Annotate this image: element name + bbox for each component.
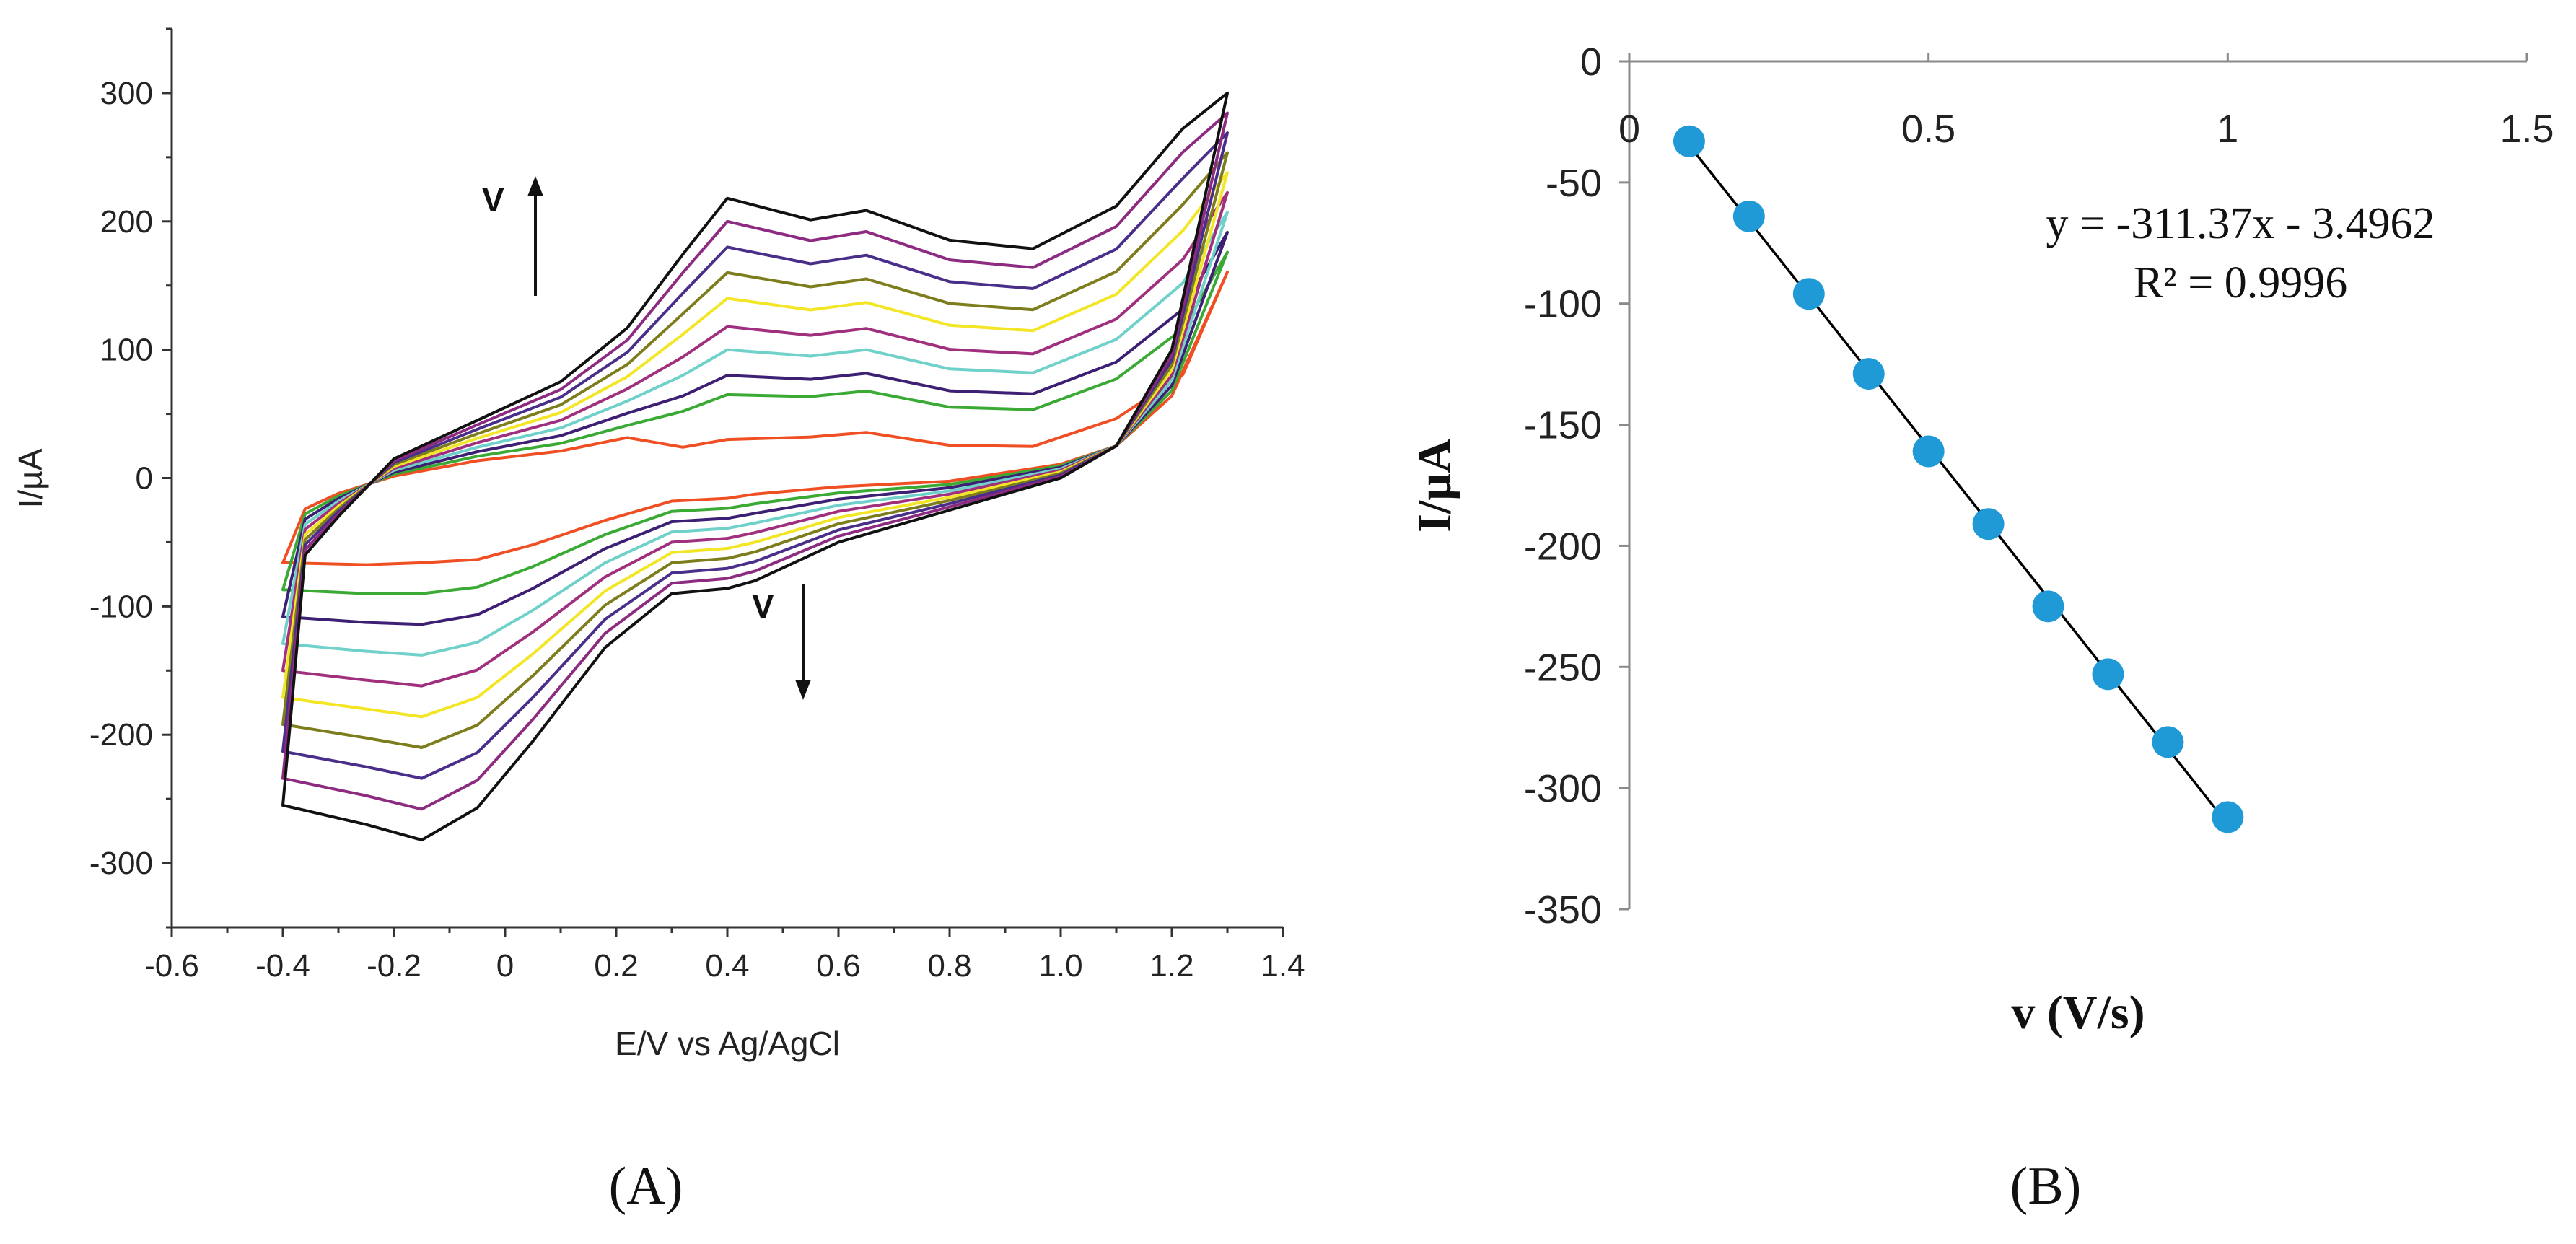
panel-a-x-axis-label: E/V vs Ag/AgCl — [615, 1025, 840, 1062]
panel-b-y-tick-label: 0 — [1580, 40, 1602, 84]
panel-a-x-ticks: -0.6 -0.4 -0.2 0 0.2 0.4 0.6 0.8 1.0 1.2 1.4 — [144, 927, 1305, 984]
data-point — [2212, 801, 2244, 833]
arrow-down-head — [795, 680, 811, 700]
panel-b-label: (B) — [2010, 1157, 2082, 1216]
cv-curve — [281, 190, 1229, 688]
cv-curves — [281, 91, 1229, 842]
cv-curve — [281, 250, 1229, 595]
regression-equation: y = -311.37x - 3.4962 — [2046, 199, 2435, 248]
panel-b-y-tick-label: -300 — [1524, 767, 1602, 810]
arrow-up-annotation: V — [482, 176, 543, 296]
panel-a-label: (A) — [609, 1157, 683, 1216]
cv-curve — [281, 211, 1229, 657]
cv-curve — [281, 171, 1229, 719]
data-point — [1912, 435, 1945, 468]
panel-a-y-ticks: -300 -200 -100 0 100 200 300 — [89, 27, 172, 929]
panel-a-x-tick-label: 1.4 — [1261, 948, 1305, 984]
data-point — [1792, 278, 1825, 310]
panel-b-y-tick-label: -350 — [1524, 888, 1602, 932]
arrow-up-head — [527, 176, 543, 196]
data-point — [1732, 200, 1765, 232]
panel-b-x-tick-label: 0.5 — [1901, 108, 1955, 151]
panel-b-current-vs-scan-rate: 0 -50 -100 -150 -200 -250 -300 -350 0 0.5 1 1.5 y … — [1409, 40, 2554, 1216]
data-point — [2032, 590, 2064, 623]
panel-b-x-tick-label: 0 — [1618, 108, 1640, 151]
cv-curve — [281, 91, 1229, 842]
cv-curve — [281, 151, 1229, 749]
panel-b-y-tick-label: -100 — [1524, 283, 1602, 326]
panel-a-x-tick-label: -0.2 — [367, 948, 421, 984]
cv-curve — [281, 131, 1229, 780]
panel-a-y-tick-label: 200 — [100, 204, 153, 240]
panel-b-x-ticks: 0 0.5 1 1.5 — [1618, 53, 2554, 151]
panel-a-x-tick-label: 0.8 — [927, 948, 971, 984]
panel-a-x-tick-label: 0.2 — [594, 948, 638, 984]
panel-a-y-tick-label: -300 — [89, 846, 153, 881]
panel-b-y-tick-label: -250 — [1524, 646, 1602, 689]
panel-b-x-axis-label: v (V/s) — [2011, 986, 2145, 1039]
panel-a-x-tick-label: 0.4 — [705, 948, 749, 984]
panel-a-y-tick-label: 0 — [136, 461, 153, 496]
data-points — [1673, 125, 2244, 833]
panel-a-y-tick-label: -100 — [89, 589, 153, 624]
panel-a-x-tick-label: -0.4 — [255, 948, 310, 984]
panel-b-y-ticks: 0 -50 -100 -150 -200 -250 -300 -350 — [1524, 40, 1629, 932]
panel-a-y-axis-label: I/µA — [12, 448, 49, 508]
arrow-down-label: V — [752, 587, 774, 625]
panel-b-y-tick-label: -150 — [1524, 404, 1602, 447]
cv-curve — [281, 271, 1229, 566]
data-point — [1972, 508, 2005, 540]
panel-b-y-tick-label: -50 — [1546, 162, 1602, 205]
trendline — [1688, 144, 2229, 825]
panel-a-y-tick-label: 100 — [100, 333, 153, 368]
panel-b-x-tick-label: 1 — [2217, 108, 2238, 151]
arrow-down-annotation: V — [752, 584, 811, 700]
r-squared: R² = 0.9996 — [2134, 258, 2347, 307]
panel-b-y-axis-label: I/µA — [1409, 439, 1461, 533]
cv-curve — [281, 111, 1229, 811]
panel-a-x-tick-label: 1.0 — [1038, 948, 1082, 984]
data-point — [1852, 358, 1885, 390]
panel-a-cyclic-voltammogram: -300 -200 -100 0 100 200 300 -0.6 -0.4 -0.2 0 0.2 0… — [12, 27, 1305, 1216]
panel-a-y-tick-label: -200 — [89, 717, 153, 753]
data-point — [2152, 726, 2184, 758]
data-point — [1673, 125, 1705, 157]
panel-b-y-tick-label: -200 — [1524, 525, 1602, 568]
arrow-up-label: V — [482, 181, 504, 219]
panel-a-x-tick-label: 1.2 — [1149, 948, 1193, 984]
cv-curve — [281, 230, 1229, 626]
data-point — [2092, 658, 2124, 691]
trendline-segment — [1688, 144, 2229, 825]
panel-a-y-tick-label: 300 — [100, 76, 153, 111]
panel-a-x-tick-label: 0 — [496, 948, 514, 984]
panel-b-x-tick-label: 1.5 — [2500, 108, 2554, 151]
panel-a-x-tick-label: -0.6 — [144, 948, 199, 984]
panel-a-x-tick-label: 0.6 — [816, 948, 860, 984]
